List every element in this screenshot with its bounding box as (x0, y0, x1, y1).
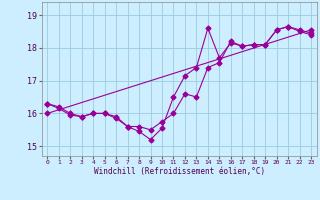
X-axis label: Windchill (Refroidissement éolien,°C): Windchill (Refroidissement éolien,°C) (94, 167, 265, 176)
